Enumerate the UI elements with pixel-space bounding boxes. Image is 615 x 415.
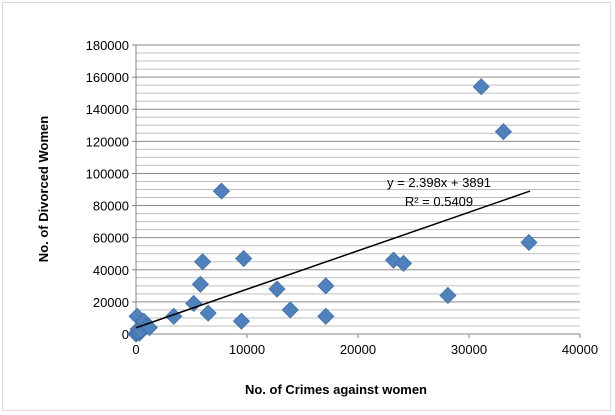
y-tick-label: 140000 bbox=[86, 102, 129, 117]
y-tick-label: 180000 bbox=[86, 38, 129, 53]
y-tick-label: 80000 bbox=[93, 199, 129, 214]
y-tick-label: 40000 bbox=[93, 263, 129, 278]
data-point bbox=[472, 78, 490, 96]
y-tick-label: 0 bbox=[122, 327, 129, 342]
x-tick-label: 0 bbox=[132, 342, 139, 357]
data-point bbox=[194, 253, 212, 271]
data-point bbox=[394, 254, 413, 272]
data-point bbox=[281, 301, 299, 319]
data-point bbox=[268, 280, 286, 298]
y-tick-label: 60000 bbox=[93, 231, 129, 246]
data-point bbox=[317, 277, 335, 295]
data-point bbox=[520, 233, 538, 252]
chart-area: 0 20000 40000 60000 80000 100000 120000 140000 1… bbox=[2, 2, 611, 411]
data-point bbox=[191, 275, 209, 293]
trendline-group bbox=[135, 190, 531, 329]
data-point bbox=[235, 249, 253, 268]
x-tick-label: 30000 bbox=[451, 342, 487, 357]
trendline bbox=[135, 190, 531, 329]
gridlines bbox=[136, 44, 580, 335]
trendline-equation: y = 2.398x + 3891 bbox=[387, 175, 491, 190]
data-point bbox=[185, 294, 203, 313]
scatter-chart: 0200004000060000800001000001200001400001… bbox=[36, 38, 598, 397]
data-point bbox=[212, 182, 231, 200]
y-tick-label: 160000 bbox=[86, 70, 129, 85]
trendline-r-squared: R² = 0.5409 bbox=[405, 194, 473, 209]
data-point bbox=[439, 286, 457, 305]
y-axis-title: No. of Divorced Women bbox=[36, 116, 51, 262]
x-tick-label: 10000 bbox=[229, 342, 265, 357]
y-tick-label: 20000 bbox=[93, 295, 129, 310]
y-tick-label: 120000 bbox=[86, 134, 129, 149]
x-tick-label: 20000 bbox=[340, 342, 376, 357]
data-point bbox=[165, 307, 183, 325]
data-point bbox=[317, 307, 335, 325]
axes bbox=[132, 44, 581, 338]
y-tick-label: 100000 bbox=[86, 166, 129, 181]
x-tick-label: 40000 bbox=[562, 342, 598, 357]
data-point bbox=[494, 123, 512, 141]
x-axis-title: No. of Crimes against women bbox=[245, 382, 427, 397]
data-point bbox=[232, 312, 251, 330]
x-tick-labels: 0 10000 20000 30000 40000 bbox=[132, 342, 598, 357]
y-tick-labels: 0 20000 40000 60000 80000 100000 120000 140000 1… bbox=[86, 38, 129, 342]
data-point bbox=[199, 304, 217, 322]
